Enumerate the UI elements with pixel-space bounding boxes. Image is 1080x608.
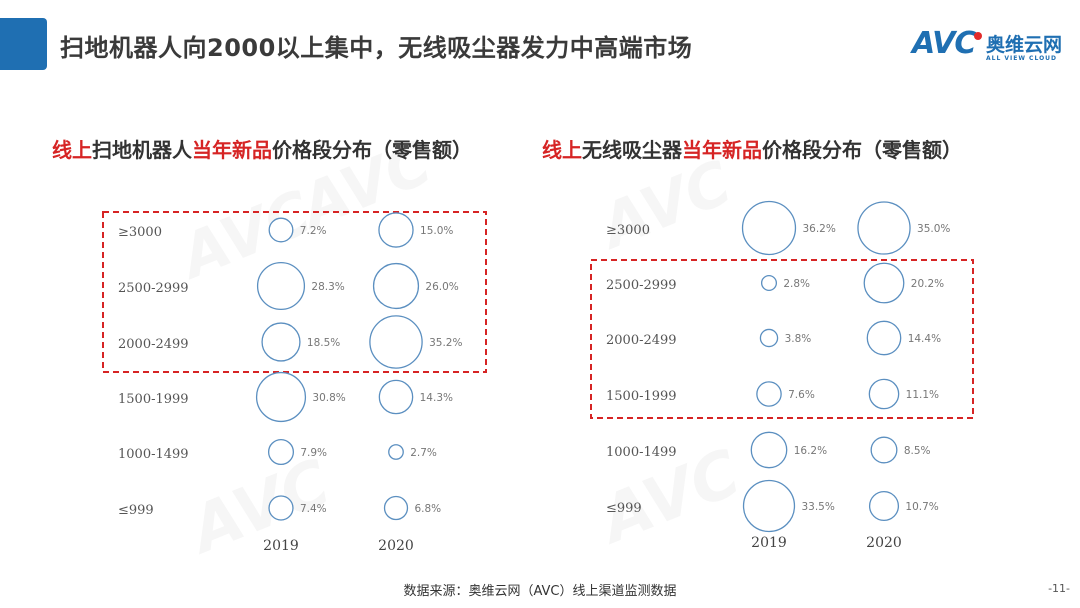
bubble-value-label: 30.8% xyxy=(312,392,345,404)
highlight-dashed-box xyxy=(102,211,487,373)
bubble-value-label: 20.2% xyxy=(911,278,944,290)
bubble xyxy=(866,320,902,356)
bubble xyxy=(742,479,796,533)
bubble-value-label: 7.9% xyxy=(300,447,327,459)
bubble xyxy=(261,322,301,362)
bubble-value-label: 35.0% xyxy=(917,223,950,235)
bubble-value-label: 11.1% xyxy=(906,389,939,401)
logo-name-en: ALL VIEW CLOUD xyxy=(986,55,1058,62)
bubble-value-label: 15.0% xyxy=(420,225,453,237)
bubble-value-label: 36.2% xyxy=(802,223,835,235)
bubble-value-label: 7.4% xyxy=(300,503,327,515)
logo-mark: AVC xyxy=(912,26,976,61)
avc-logo: AVC 奥维云网 ALL VIEW CLOUD xyxy=(912,26,1072,72)
bubble xyxy=(868,378,900,410)
title-part: 无线吸尘器 xyxy=(582,138,682,162)
bubble xyxy=(756,381,782,407)
category-label: ≥3000 xyxy=(118,225,162,240)
category-label: 2500-2999 xyxy=(606,278,677,293)
category-label: 2500-2999 xyxy=(118,281,189,296)
bubble-value-label: 2.8% xyxy=(783,278,810,290)
category-label: 1500-1999 xyxy=(606,389,677,404)
bubble xyxy=(256,261,306,311)
bubble-value-label: 16.2% xyxy=(794,445,827,457)
left-chart-title: 线上扫地机器人当年新品价格段分布（零售额） xyxy=(52,134,472,163)
year-label: 2019 xyxy=(751,535,787,551)
page-number: -11- xyxy=(1048,582,1070,595)
category-label: 1500-1999 xyxy=(118,392,189,407)
title-part: 线上 xyxy=(52,138,92,162)
bubble-value-label: 2.7% xyxy=(410,447,437,459)
bubble xyxy=(369,315,423,369)
data-source-note: 数据来源：奥维云网（AVC）线上渠道监测数据 xyxy=(403,584,677,599)
bubble xyxy=(870,436,898,464)
category-label: 1000-1499 xyxy=(606,445,677,460)
title-part: 当年新品 xyxy=(682,138,762,162)
bubble xyxy=(267,438,295,466)
bubble-value-label: 26.0% xyxy=(425,281,458,293)
bubble xyxy=(378,212,414,248)
bubble-value-label: 3.8% xyxy=(785,333,812,345)
bubble-value-label: 10.7% xyxy=(905,501,938,513)
bubble-value-label: 14.4% xyxy=(908,333,941,345)
slide-title: 扫地机器人向2000以上集中，无线吸尘器发力中高端市场 xyxy=(60,34,693,62)
bubble-value-label: 7.6% xyxy=(788,389,815,401)
bubble xyxy=(268,495,294,521)
title-accent-bar xyxy=(0,18,47,70)
year-label: 2020 xyxy=(866,535,902,551)
bubble xyxy=(378,379,414,415)
bubble-value-label: 7.2% xyxy=(300,225,327,237)
title-part: 扫地机器人 xyxy=(92,138,192,162)
bubble-value-label: 35.2% xyxy=(429,337,462,349)
highlight-dashed-box xyxy=(590,259,974,419)
bubble-value-label: 8.5% xyxy=(904,445,931,457)
bubble xyxy=(268,217,294,243)
category-label: ≤999 xyxy=(606,501,642,516)
logo-dot-icon xyxy=(974,32,982,40)
bubble-value-label: 33.5% xyxy=(801,501,834,513)
bubble-value-label: 18.5% xyxy=(307,337,340,349)
bubble xyxy=(750,431,788,469)
title-part: 价格段分布（零售额） xyxy=(762,138,962,162)
bubble xyxy=(857,201,911,255)
bubble xyxy=(759,328,779,348)
category-label: 2000-2499 xyxy=(606,333,677,348)
title-part: 线上 xyxy=(542,138,582,162)
year-label: 2020 xyxy=(378,538,414,554)
title-part: 价格段分布（零售额） xyxy=(272,138,472,162)
bubble-value-label: 14.3% xyxy=(420,392,453,404)
bubble xyxy=(388,444,404,460)
title-part: 当年新品 xyxy=(192,138,272,162)
logo-name-cn: 奥维云网 xyxy=(986,34,1063,56)
right-chart-title: 线上无线吸尘器当年新品价格段分布（零售额） xyxy=(542,134,962,163)
year-label: 2019 xyxy=(263,538,299,554)
bubble-value-label: 28.3% xyxy=(311,281,344,293)
bubble xyxy=(863,262,905,304)
bubble xyxy=(868,490,900,522)
category-label: ≤999 xyxy=(118,503,154,518)
category-label: 2000-2499 xyxy=(118,337,189,352)
bubble xyxy=(383,495,409,521)
bubble xyxy=(372,262,420,310)
category-label: ≥3000 xyxy=(606,223,650,238)
bubble xyxy=(255,371,307,423)
bubble-value-label: 6.8% xyxy=(414,503,441,515)
bubble xyxy=(760,274,778,292)
bubble xyxy=(741,200,797,256)
category-label: 1000-1499 xyxy=(118,447,189,462)
